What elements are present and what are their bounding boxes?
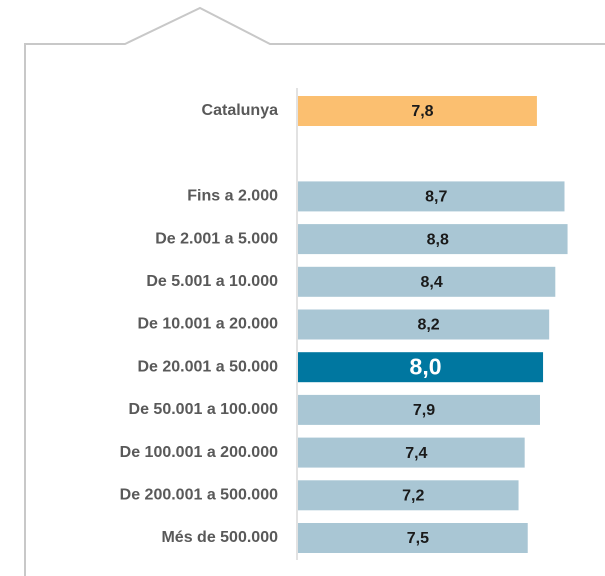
value-label: 7,2 bbox=[402, 488, 424, 505]
value-label: 8,0 bbox=[410, 353, 442, 379]
bar bbox=[298, 181, 565, 212]
category-label: De 200.001 a 500.000 bbox=[120, 487, 278, 504]
category-label: Catalunya bbox=[202, 102, 279, 119]
bar bbox=[298, 437, 525, 468]
category-label: De 50.001 a 100.000 bbox=[129, 401, 279, 418]
bar bbox=[298, 523, 528, 553]
bar bbox=[298, 352, 544, 383]
bar bbox=[298, 224, 568, 255]
value-label: 7,5 bbox=[407, 530, 429, 547]
category-label: De 10.001 a 20.000 bbox=[137, 316, 278, 333]
value-label: 7,8 bbox=[411, 103, 433, 120]
bar bbox=[298, 266, 556, 297]
value-label: 7,4 bbox=[405, 445, 427, 462]
bar bbox=[298, 394, 540, 425]
bar bbox=[298, 96, 537, 126]
category-label: De 20.001 a 50.000 bbox=[137, 358, 278, 375]
category-label: De 2.001 a 5.000 bbox=[155, 230, 278, 247]
category-label: De 100.001 a 200.000 bbox=[120, 444, 278, 461]
bar bbox=[298, 480, 519, 511]
value-label: 8,8 bbox=[427, 231, 449, 248]
frame bbox=[24, 6, 605, 576]
category-label: Més de 500.000 bbox=[161, 529, 278, 546]
value-label: 8,2 bbox=[417, 317, 439, 334]
category-label: De 5.001 a 10.000 bbox=[146, 273, 278, 290]
bar bbox=[298, 309, 550, 340]
value-label: 7,9 bbox=[413, 402, 435, 419]
value-label: 8,7 bbox=[425, 189, 447, 206]
value-label: 8,4 bbox=[421, 274, 443, 291]
category-label: Fins a 2.000 bbox=[187, 188, 278, 205]
